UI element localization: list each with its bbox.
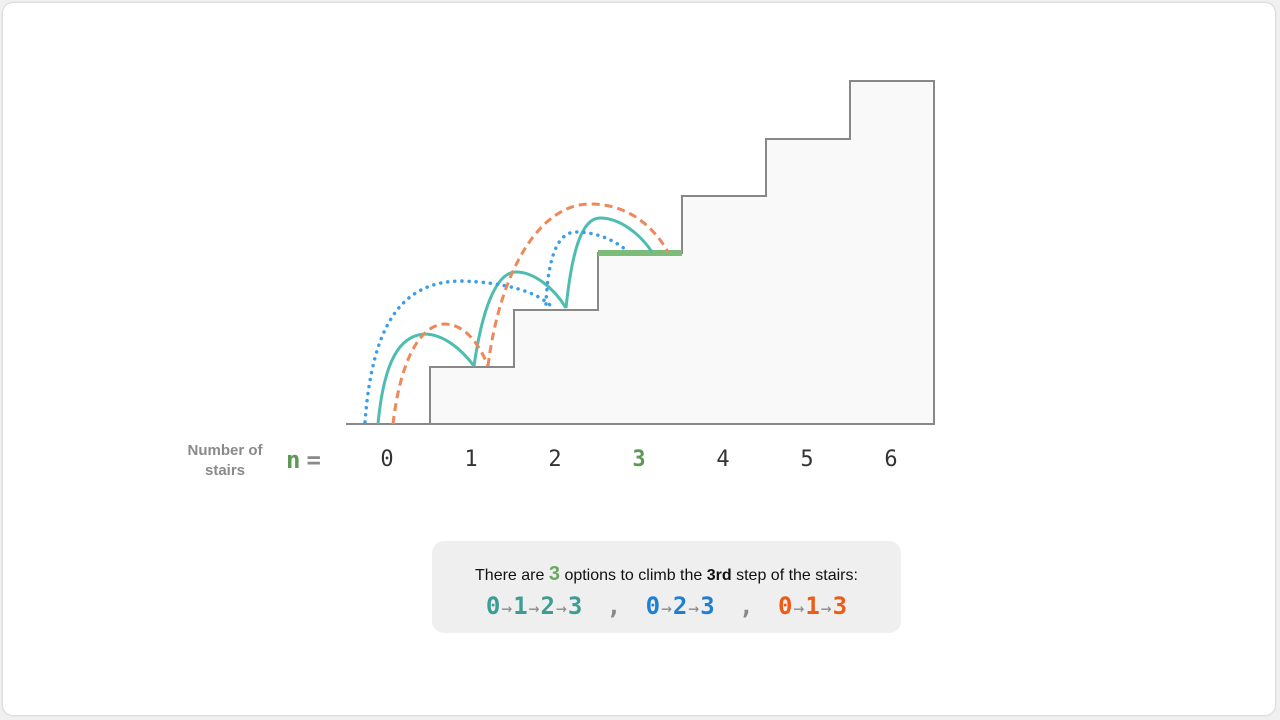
path-dashed-1-3 — [486, 202, 670, 367]
paths-list: 0→1→2→3 , 0→2→3 , 0→1→3 — [432, 592, 901, 620]
n-symbol: n — [286, 446, 301, 474]
stair-index-6: 6 — [884, 447, 898, 472]
path-dotted-2-3 — [544, 230, 628, 306]
path-solid-1-2 — [472, 270, 568, 367]
path-sequence-2: 0→2→3 — [645, 592, 715, 620]
stair-index-0: 0 — [380, 447, 394, 472]
separator: , — [606, 592, 622, 620]
explanation-panel: There are 3 options to climb the 3rd ste… — [432, 541, 901, 633]
path-sequence-1: 0→1→2→3 — [485, 592, 583, 620]
n-equals: n = — [286, 446, 321, 474]
sentence-suffix: step of the stairs: — [736, 567, 858, 584]
path-solid-2-3 — [564, 216, 654, 309]
stair-index-2: 2 — [548, 447, 562, 472]
sentence-ordinal: 3rd — [706, 567, 732, 584]
axis-label: Number of stairs — [187, 442, 263, 479]
stair-index-1: 1 — [464, 447, 478, 472]
sentence-middle: options to climb the — [564, 567, 703, 584]
stair-index-3: 3 — [632, 447, 646, 472]
option-count: 3 — [548, 563, 560, 585]
sentence-prefix: There are — [475, 567, 545, 584]
path-sequence-3: 0→1→3 — [778, 592, 848, 620]
explanation-sentence: There are 3 options to climb the 3rd ste… — [432, 563, 901, 586]
stair-index-5: 5 — [800, 447, 814, 472]
path-dotted-0-2 — [363, 279, 554, 424]
separator: , — [739, 592, 754, 620]
stair-index-4: 4 — [716, 447, 730, 472]
staircase-outline — [346, 80, 935, 425]
equals-sign: = — [306, 446, 321, 474]
path-dashed-0-1 — [391, 322, 490, 425]
